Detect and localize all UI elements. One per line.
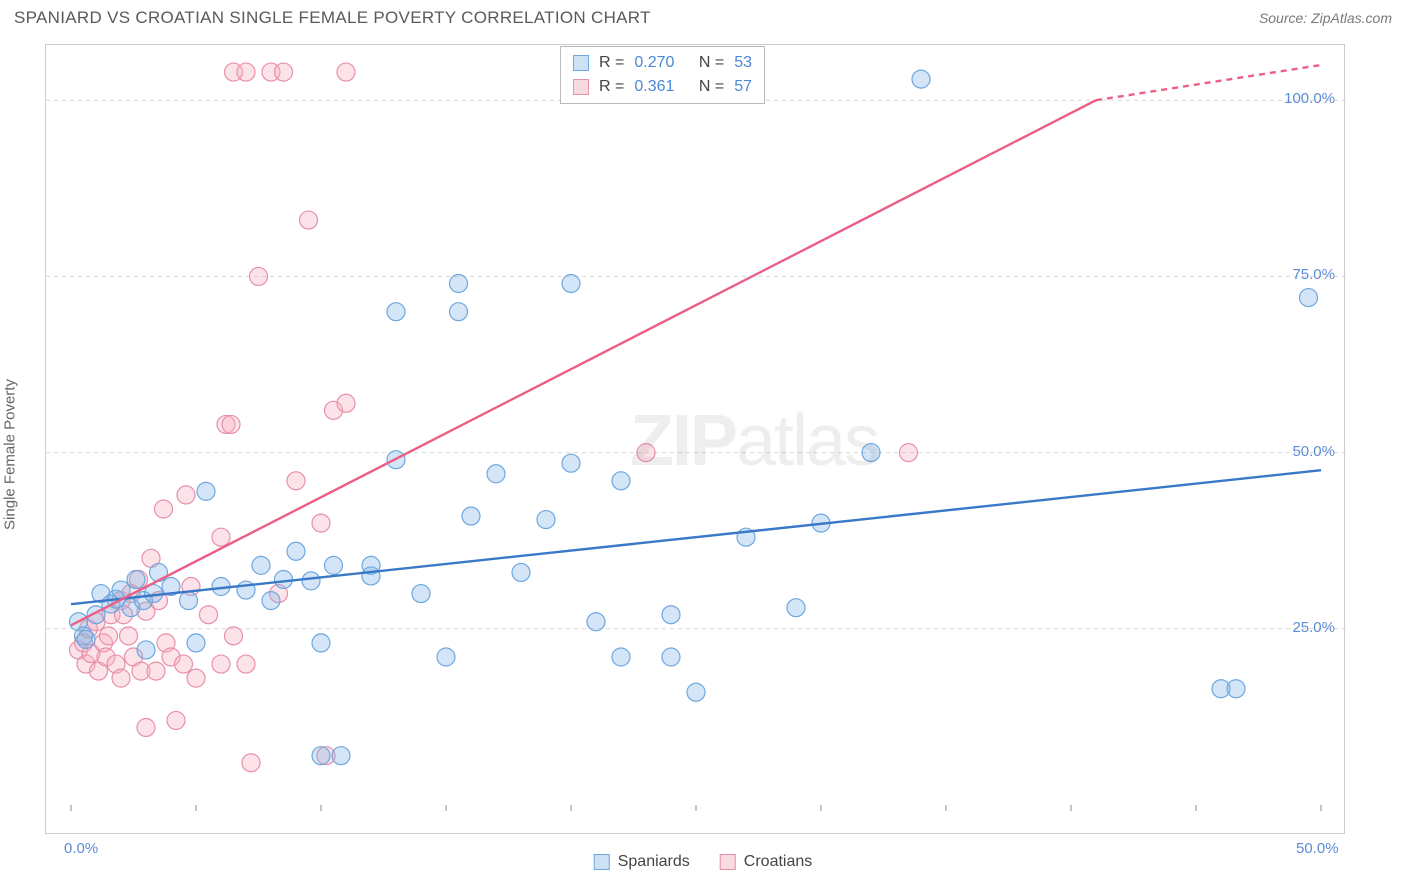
swatch-blue-icon [594,854,610,870]
legend-item-croatians: Croatians [720,853,812,871]
swatch-pink-icon [573,79,589,95]
chart-header: SPANIARD VS CROATIAN SINGLE FEMALE POVER… [0,0,1406,32]
y-tick-label: 75.0% [1292,266,1335,283]
y-axis-label: Single Female Poverty [2,379,19,530]
swatch-blue-icon [573,55,589,71]
y-tick-label: 50.0% [1292,443,1335,460]
chart-source: Source: ZipAtlas.com [1259,10,1392,26]
correlation-stats-box: R = 0.270 N = 53 R = 0.361 N = 57 [560,46,765,104]
stats-row-spaniards: R = 0.270 N = 53 [573,51,752,75]
swatch-pink-icon [720,854,736,870]
scatter-chart [46,45,1346,835]
y-tick-label: 25.0% [1292,619,1335,636]
legend-item-spaniards: Spaniards [594,853,690,871]
x-tick-label: 0.0% [64,840,98,857]
bottom-legend: Spaniards Croatians [594,838,813,886]
x-tick-label: 50.0% [1296,840,1339,857]
chart-title: SPANIARD VS CROATIAN SINGLE FEMALE POVER… [14,8,651,28]
chart-container [45,44,1345,834]
y-tick-label: 100.0% [1284,90,1335,107]
stats-row-croatians: R = 0.361 N = 57 [573,75,752,99]
